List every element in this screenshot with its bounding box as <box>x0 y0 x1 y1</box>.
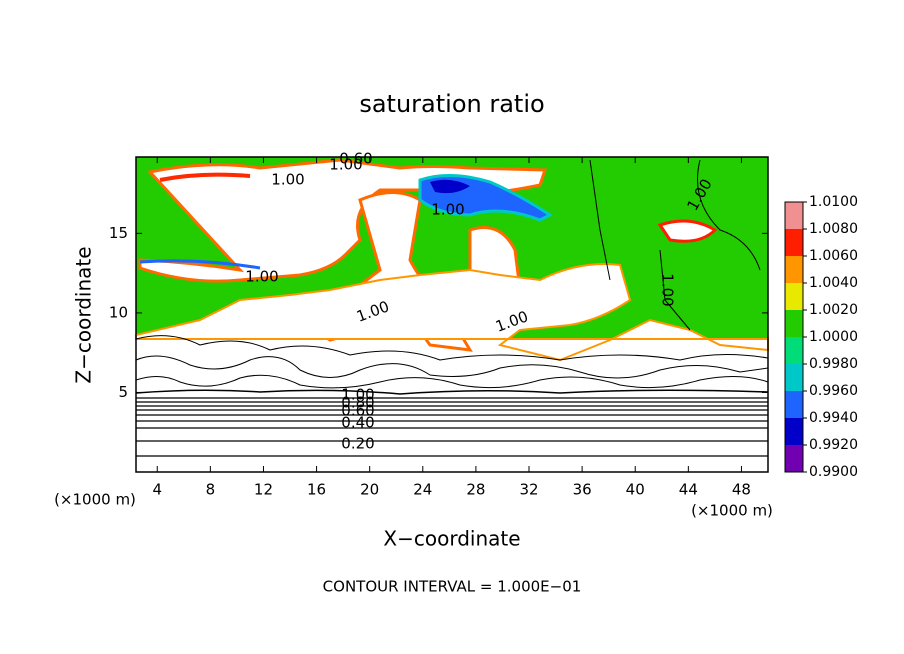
y-tick-label: 10 <box>109 303 128 321</box>
colorbar-label: 1.0100 <box>809 194 858 210</box>
x-tick-label: 32 <box>519 481 538 499</box>
colorbar-label: 0.9980 <box>809 356 858 372</box>
x-unit-label: (×1000 m) <box>54 491 136 509</box>
colorbar-label: 1.0080 <box>809 221 858 237</box>
x-tick-label: 12 <box>254 481 273 499</box>
contour-label: 1.00 <box>329 156 362 174</box>
colorbar-band <box>785 202 803 229</box>
colorbar-band <box>785 337 803 364</box>
contour-line <box>135 389 769 395</box>
field-edge <box>159 172 251 182</box>
x-tick-label: 16 <box>307 481 326 499</box>
contour-label: 0.60 <box>339 150 372 168</box>
contour-label: 0.20 <box>341 435 374 453</box>
colorbar-band <box>785 418 803 445</box>
x-tick-label: 4 <box>152 481 162 499</box>
colorbar-label: 1.0000 <box>809 329 858 345</box>
contour-label: 1.00 <box>341 386 374 404</box>
colorbar-band <box>785 391 803 418</box>
contour-label: 1.00 <box>245 268 278 286</box>
contour-line <box>135 355 769 379</box>
colorbar-band <box>785 229 803 256</box>
colorbar-label: 1.0060 <box>809 248 858 264</box>
colorbar-band <box>785 445 803 472</box>
contour-label: 1.00 <box>271 171 304 189</box>
x-tick-label: 8 <box>206 481 216 499</box>
y-axis-title: Z−coordinate <box>72 246 96 383</box>
x-tick-label: 44 <box>679 481 698 499</box>
field-blob <box>657 219 718 243</box>
x-tick-label: 48 <box>732 481 751 499</box>
footnote: CONTOUR INTERVAL = 1.000E−01 <box>323 578 582 596</box>
colorbar-label: 0.9920 <box>809 437 858 453</box>
y-tick-label: 5 <box>118 383 128 401</box>
contour-label: 0.40 <box>341 414 374 432</box>
contour-line <box>136 397 768 457</box>
colorbar-band <box>785 283 803 310</box>
contour-label: 0.80 <box>341 394 374 412</box>
x-tick-label: 20 <box>360 481 379 499</box>
contour-label: 0.60 <box>341 402 374 420</box>
contour-line <box>135 374 769 389</box>
contour-label: 1.00 <box>431 201 464 219</box>
x-axis-title: X−coordinate <box>383 527 520 551</box>
colorbar-band <box>785 310 803 337</box>
colorbar-label: 1.0040 <box>809 275 858 291</box>
colorbar-label: 0.9960 <box>809 383 858 399</box>
x-tick-label: 40 <box>626 481 645 499</box>
field-blob <box>430 179 470 194</box>
colorbar-band <box>785 256 803 283</box>
chart-title: saturation ratio <box>359 90 544 118</box>
contour-line <box>135 335 769 361</box>
colorbar-label: 1.0020 <box>809 302 858 318</box>
colorbar-band <box>785 364 803 391</box>
y-tick-label: 15 <box>109 224 128 242</box>
field <box>135 157 769 472</box>
colorbar-label: 0.9900 <box>809 464 858 480</box>
contour-line <box>589 159 761 331</box>
x-tick-label: 36 <box>573 481 592 499</box>
x-tick-label: 28 <box>466 481 485 499</box>
colorbar-label: 0.9940 <box>809 410 858 426</box>
plot-frame <box>135 156 769 473</box>
field-blob <box>135 263 769 362</box>
contour-label: 1.00 <box>659 273 677 306</box>
field-edge <box>139 259 261 270</box>
x-tick-label: 24 <box>413 481 432 499</box>
x-unit-label: (×1000 m) <box>691 502 773 520</box>
